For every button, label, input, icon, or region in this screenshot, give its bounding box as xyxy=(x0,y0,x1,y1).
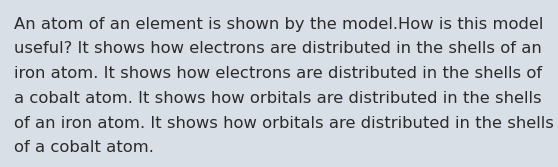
Text: of an iron atom. It shows how orbitals are distributed in the shells: of an iron atom. It shows how orbitals a… xyxy=(14,116,554,131)
Text: An atom of an element is shown by the model.How is this model: An atom of an element is shown by the mo… xyxy=(14,17,543,32)
Text: of a cobalt atom.: of a cobalt atom. xyxy=(14,140,154,155)
Text: iron atom. It shows how electrons are distributed in the shells of: iron atom. It shows how electrons are di… xyxy=(14,66,542,81)
Text: a cobalt atom. It shows how orbitals are distributed in the shells: a cobalt atom. It shows how orbitals are… xyxy=(14,91,542,106)
Text: useful? It shows how electrons are distributed in the shells of an: useful? It shows how electrons are distr… xyxy=(14,41,542,56)
